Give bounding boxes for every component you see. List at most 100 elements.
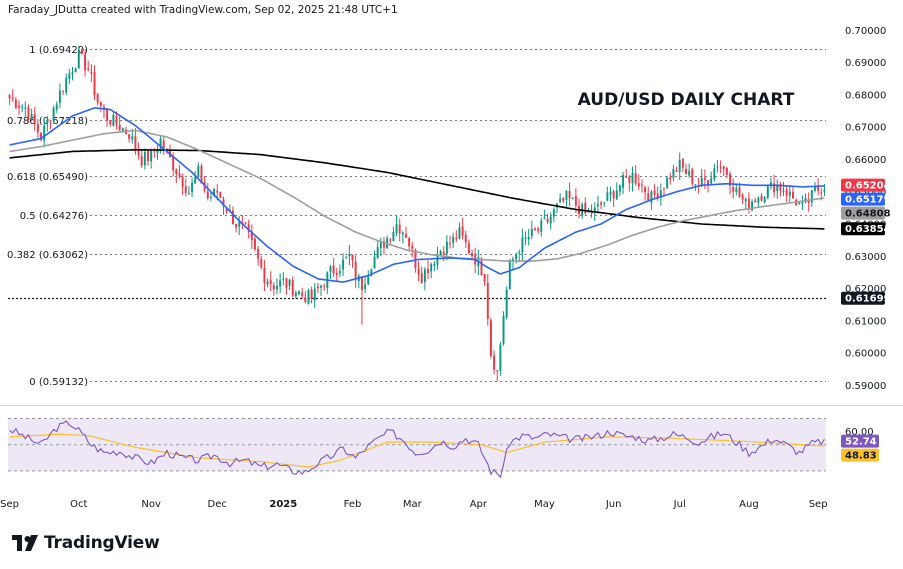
candle-body bbox=[625, 176, 628, 178]
candle-body bbox=[392, 232, 395, 242]
candle-body bbox=[694, 184, 697, 186]
fib-label: 1 (0.69420) bbox=[29, 45, 88, 56]
candle-body bbox=[537, 228, 540, 232]
candle-body bbox=[763, 197, 766, 203]
price-badge: 0.63854 bbox=[841, 222, 891, 236]
candle-body bbox=[675, 170, 678, 172]
candle-body bbox=[615, 190, 618, 200]
candle-body bbox=[785, 189, 788, 196]
candle-body bbox=[40, 132, 43, 141]
candle-body bbox=[335, 273, 338, 276]
candle-body bbox=[524, 237, 527, 240]
candle-body bbox=[106, 109, 109, 121]
candle-body bbox=[323, 285, 326, 287]
candle-body bbox=[209, 196, 212, 198]
candle-body bbox=[250, 231, 253, 241]
candle-body bbox=[8, 95, 11, 99]
candle-body bbox=[257, 248, 260, 259]
candle-body bbox=[543, 218, 546, 220]
candle-body bbox=[288, 279, 291, 286]
candle-body bbox=[376, 247, 379, 258]
candle-body bbox=[527, 236, 530, 240]
candle-body bbox=[11, 97, 14, 100]
candle-body bbox=[722, 166, 725, 170]
candle-body bbox=[817, 186, 820, 191]
candle-body bbox=[681, 158, 684, 168]
candle-body bbox=[222, 199, 225, 206]
candle-body bbox=[398, 224, 401, 234]
candle-body bbox=[483, 274, 486, 282]
candle-body bbox=[411, 245, 414, 249]
time-tick-label: Nov bbox=[141, 499, 161, 510]
candle-body bbox=[332, 265, 335, 274]
candle-body bbox=[511, 259, 514, 262]
candle-body bbox=[769, 182, 772, 185]
candle-body bbox=[747, 198, 750, 209]
candle-body bbox=[612, 191, 615, 199]
candle-body bbox=[423, 269, 426, 282]
candle-body bbox=[628, 176, 631, 183]
candle-body bbox=[244, 222, 247, 224]
candle-body bbox=[565, 191, 568, 201]
time-tick-label: Feb bbox=[344, 499, 362, 510]
candle-body bbox=[43, 125, 46, 141]
candle-body bbox=[231, 210, 234, 224]
candle-body bbox=[751, 201, 754, 210]
time-tick-label: Oct bbox=[70, 499, 87, 510]
svg-text:48.83: 48.83 bbox=[845, 451, 877, 462]
candle-body bbox=[534, 228, 536, 231]
rsi-ma-line bbox=[9, 433, 825, 468]
price-tick-label: 0.63000 bbox=[845, 252, 886, 263]
candle-body bbox=[131, 136, 134, 140]
candle-body bbox=[298, 291, 300, 295]
candle-body bbox=[191, 182, 194, 192]
candle-body bbox=[505, 289, 508, 318]
candle-body bbox=[464, 234, 467, 243]
time-tick-label: Jul bbox=[673, 499, 686, 510]
candle-body bbox=[489, 320, 492, 356]
tradingview-logo[interactable]: TradingView bbox=[12, 533, 160, 553]
candle-body bbox=[150, 150, 153, 162]
candle-body bbox=[672, 168, 675, 178]
candle-body bbox=[568, 191, 571, 199]
candle-body bbox=[571, 197, 574, 199]
candle-body bbox=[530, 228, 533, 237]
candle-body bbox=[640, 184, 643, 186]
candle-body bbox=[342, 259, 345, 270]
candle-body bbox=[445, 241, 448, 254]
candle-body bbox=[449, 243, 452, 245]
candle-body bbox=[260, 259, 263, 268]
candle-body bbox=[18, 106, 20, 108]
price-tick-label: 0.70000 bbox=[845, 26, 886, 37]
candle-body bbox=[338, 270, 341, 274]
candle-body bbox=[27, 107, 30, 120]
candle-body bbox=[471, 253, 474, 257]
candle-body bbox=[90, 71, 93, 74]
moving-averages bbox=[9, 107, 825, 283]
candle-body bbox=[452, 236, 455, 243]
candle-body bbox=[741, 195, 744, 200]
candle-body bbox=[725, 167, 728, 175]
candle-body bbox=[282, 278, 285, 280]
candle-body bbox=[659, 190, 662, 198]
candle-body bbox=[370, 269, 373, 276]
candle-body bbox=[486, 282, 489, 319]
candle-body bbox=[68, 73, 71, 79]
rsi-value-badge: 52.74 bbox=[841, 434, 879, 448]
candle-body bbox=[147, 150, 149, 162]
time-tick-label: Apr bbox=[470, 499, 488, 510]
candle-body bbox=[427, 269, 429, 274]
candle-body bbox=[467, 243, 470, 254]
candle-body bbox=[247, 224, 250, 232]
time-tick-label: Mar bbox=[403, 499, 423, 510]
candle-body bbox=[30, 113, 33, 120]
candle-body bbox=[710, 178, 713, 184]
candle-body bbox=[77, 49, 80, 69]
candle-body bbox=[430, 264, 433, 272]
candle-body bbox=[33, 114, 36, 125]
candle-body bbox=[137, 149, 140, 156]
candle-body bbox=[382, 241, 385, 248]
price-badges: 0.65204 0.65179 0.64808 0.63854 0.61699 bbox=[841, 178, 891, 305]
